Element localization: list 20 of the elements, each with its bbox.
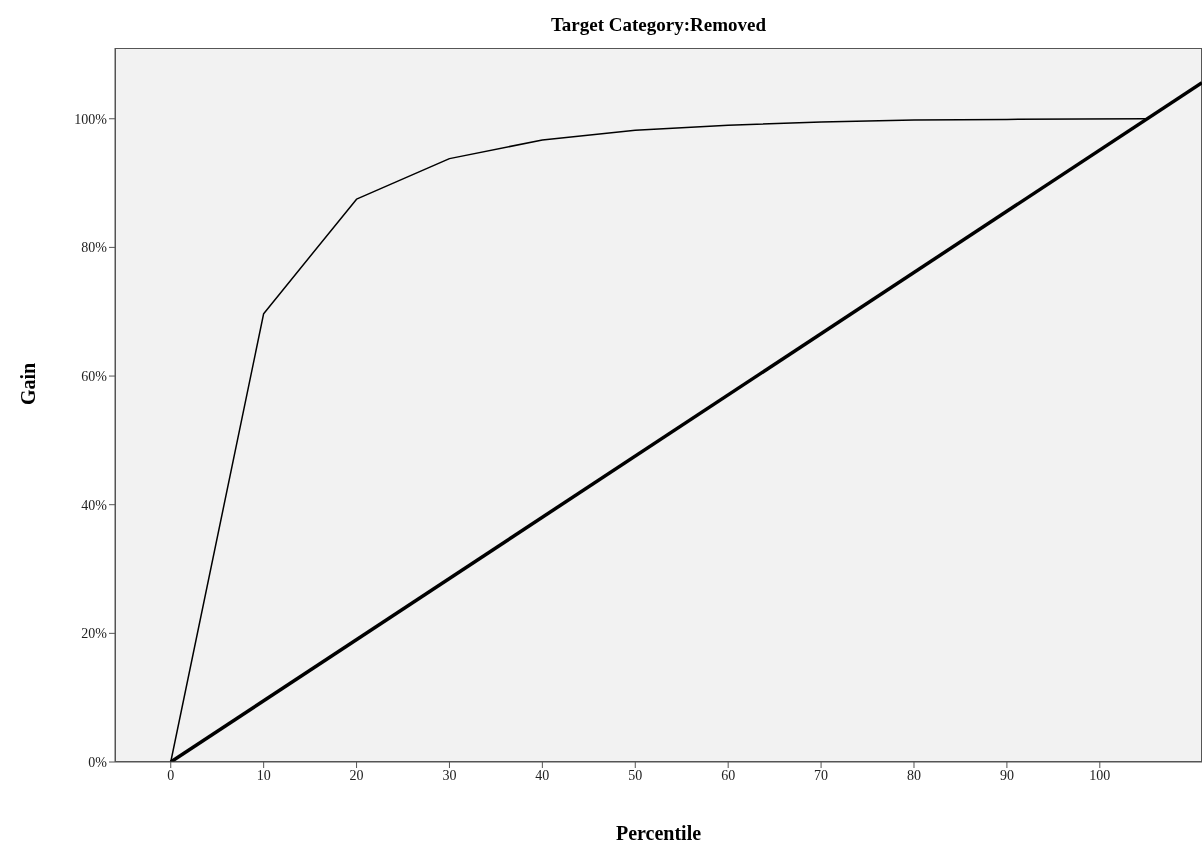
x-tick-label: 70 [814, 767, 829, 783]
x-tick-label: 100 [1089, 767, 1111, 783]
y-tick-label: 100% [74, 111, 108, 127]
x-tick-label: 20 [349, 767, 364, 783]
x-tick-label: 90 [999, 767, 1014, 783]
x-tick-label: 50 [628, 767, 643, 783]
x-tick-label: 40 [535, 767, 550, 783]
y-axis-title: Gain [17, 362, 40, 405]
y-tick-label: 0% [88, 754, 108, 770]
x-tick-label: 80 [906, 767, 921, 783]
x-axis-title: Percentile [615, 822, 702, 844]
x-tick-label: 0 [167, 767, 175, 783]
x-tick-label: 30 [442, 767, 457, 783]
y-tick-label: 60% [81, 369, 108, 385]
chart-title: Target Category:Removed [549, 14, 768, 36]
y-tick-label: 80% [81, 240, 108, 256]
y-tick-label: 40% [81, 497, 108, 513]
x-tick-label: 60 [721, 767, 736, 783]
x-tick-label: 10 [256, 767, 271, 783]
y-tick-label: 20% [81, 626, 108, 642]
